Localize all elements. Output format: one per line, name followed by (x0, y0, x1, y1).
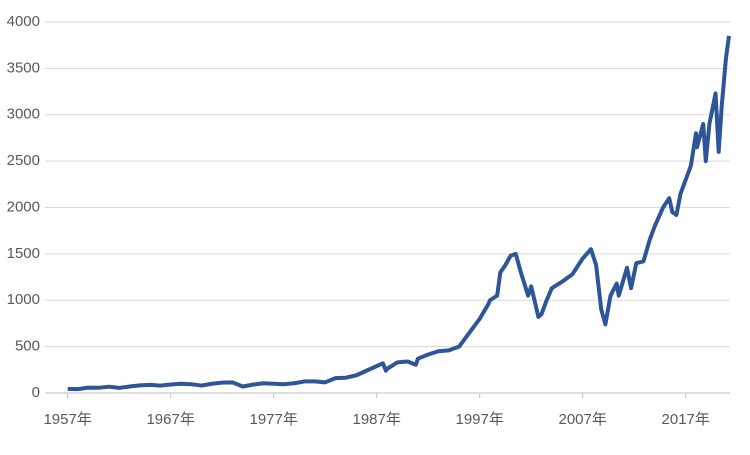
x-tick-label: 2007年 (559, 411, 607, 428)
y-tick-label: 3000 (7, 106, 40, 123)
y-tick-label: 2000 (7, 198, 40, 215)
x-tick-label: 1957年 (43, 411, 91, 428)
x-tick-label: 2017年 (662, 411, 710, 428)
y-tick-label: 4000 (7, 13, 40, 30)
y-tick-label: 500 (15, 338, 40, 355)
y-tick-label: 3500 (7, 59, 40, 76)
x-tick-label: 1977年 (249, 411, 297, 428)
y-tick-label: 1000 (7, 291, 40, 308)
x-tick-label: 1967年 (146, 411, 194, 428)
y-tick-label: 2500 (7, 152, 40, 169)
x-tick-label: 1997年 (456, 411, 504, 428)
y-tick-label: 0 (32, 384, 40, 401)
y-tick-label: 1500 (7, 245, 40, 262)
x-tick-label: 1987年 (352, 411, 400, 428)
data-line (67, 35, 731, 392)
